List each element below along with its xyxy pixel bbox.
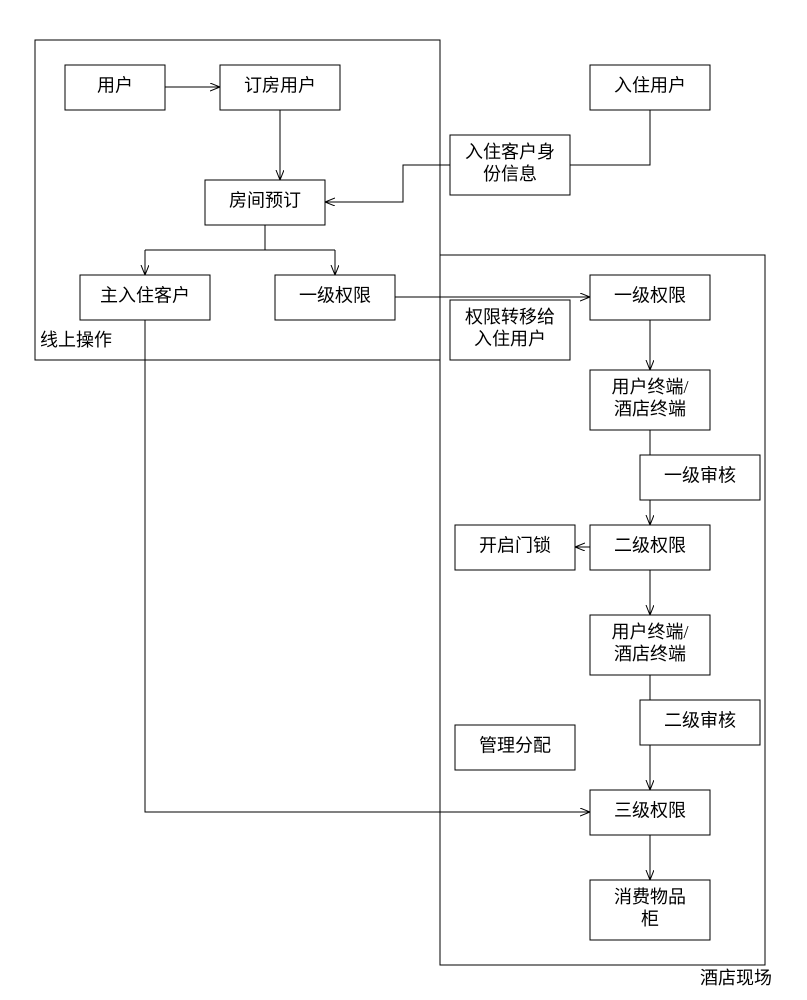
permission-l2: 二级权限 (590, 525, 710, 570)
mgmt-alloc-label: 管理分配 (479, 736, 551, 756)
room-booking: 房间预订 (205, 180, 325, 225)
mgmt-alloc: 管理分配 (455, 725, 575, 770)
audit-2: 二级审核 (640, 700, 760, 745)
terminal-1-label: 酒店终端 (614, 399, 686, 419)
user: 用户 (65, 65, 165, 110)
identity-info-label: 入住客户身 (465, 142, 555, 162)
audit-2-label: 二级审核 (664, 711, 736, 731)
online-ops-region-label: 线上操作 (40, 330, 112, 350)
main-guest-label: 主入住客户 (100, 286, 190, 306)
terminal-2: 用户终端/酒店终端 (590, 615, 710, 675)
checkin-user: 入住用户 (590, 65, 710, 110)
hotel-site-region (440, 255, 765, 965)
permission-l1-b: 一级权限 (590, 275, 710, 320)
goods-cabinet-label: 柜 (641, 909, 659, 929)
permission-l1-a: 一级权限 (275, 275, 395, 320)
terminal-1: 用户终端/酒店终端 (590, 370, 710, 430)
terminal-2-label: 用户终端/ (611, 622, 688, 642)
unlock-door: 开启门锁 (455, 525, 575, 570)
transfer-note: 权限转移给入住用户 (450, 300, 570, 360)
identity-info: 入住客户身份信息 (450, 135, 570, 195)
goods-cabinet: 消费物品柜 (590, 880, 710, 940)
identity-info-label: 份信息 (483, 164, 537, 184)
audit-1-label: 一级审核 (664, 466, 736, 486)
checkin-user-label: 入住用户 (614, 76, 686, 96)
room-booking-label: 房间预订 (229, 191, 301, 211)
goods-cabinet-label: 消费物品 (614, 887, 686, 907)
hotel-site-region-label: 酒店现场 (700, 968, 772, 988)
terminal-1-label: 用户终端/ (611, 377, 688, 397)
booking-user-label: 订房用户 (244, 76, 316, 96)
permission-l1-a-label: 一级权限 (299, 286, 371, 306)
transfer-note-label: 权限转移给 (465, 307, 555, 327)
audit-1: 一级审核 (640, 455, 760, 500)
permission-l3-label: 三级权限 (614, 801, 686, 821)
main-guest: 主入住客户 (80, 275, 210, 320)
user-label: 用户 (97, 76, 133, 96)
permission-l3: 三级权限 (590, 790, 710, 835)
transfer-note-label: 入住用户 (474, 329, 546, 349)
permission-l2-label: 二级权限 (614, 536, 686, 556)
terminal-2-label: 酒店终端 (614, 644, 686, 664)
unlock-door-label: 开启门锁 (479, 536, 551, 556)
permission-l1-b-label: 一级权限 (614, 286, 686, 306)
booking-user: 订房用户 (220, 65, 340, 110)
